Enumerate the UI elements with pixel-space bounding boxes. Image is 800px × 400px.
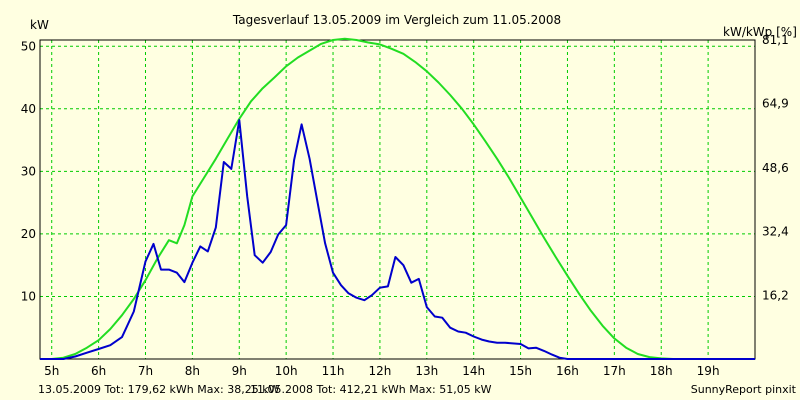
y-left-tick-label-0: 10 xyxy=(21,289,36,303)
x-tick-label-7: 12h xyxy=(368,364,391,378)
x-tick-label-4: 9h xyxy=(232,364,247,378)
y-right-tick-label-3: 64,9 xyxy=(762,97,789,111)
x-tick-label-10: 15h xyxy=(509,364,532,378)
x-tick-label-2: 7h xyxy=(138,364,153,378)
y-right-tick-label-2: 48,6 xyxy=(762,161,789,175)
y-left-tick-label-3: 40 xyxy=(21,102,36,116)
x-tick-label-0: 5h xyxy=(44,364,59,378)
legend-entry-2008: 11.05.2008 Tot: 412,21 kWh Max: 51,05 kW xyxy=(250,383,492,396)
x-tick-label-3: 8h xyxy=(185,364,200,378)
legend-entry-2009: 13.05.2009 Tot: 179,62 kWh Max: 38,25 kW xyxy=(38,383,280,396)
x-tick-label-9: 14h xyxy=(462,364,485,378)
y-right-tick-label-0: 16,2 xyxy=(762,288,789,302)
y-left-tick-label-4: 50 xyxy=(21,39,36,53)
footer-note: SunnyReport pinxit xyxy=(691,383,797,396)
plot-area xyxy=(40,40,755,359)
x-tick-label-5: 10h xyxy=(275,364,298,378)
y-axis-left-label: kW xyxy=(30,18,49,32)
chart-title: Tagesverlauf 13.05.2009 im Vergleich zum… xyxy=(232,13,561,27)
series-line-2009 xyxy=(40,119,755,360)
x-tick-label-12: 17h xyxy=(603,364,626,378)
x-tick-label-8: 13h xyxy=(415,364,438,378)
y-right-tick-label-4: 81,1 xyxy=(762,33,789,47)
x-tick-label-11: 16h xyxy=(556,364,579,378)
series-line-2008 xyxy=(40,37,755,360)
x-tick-label-6: 11h xyxy=(322,364,345,378)
plot-frame xyxy=(39,39,756,360)
x-tick-label-13: 18h xyxy=(650,364,673,378)
y-right-tick-label-1: 32,4 xyxy=(762,225,789,239)
y-left-tick-label-2: 30 xyxy=(21,164,36,178)
x-tick-label-1: 6h xyxy=(91,364,106,378)
y-left-tick-label-1: 20 xyxy=(21,227,36,241)
y-axis-right-label: kW/kWp [%] xyxy=(723,25,797,39)
x-tick-label-14: 19h xyxy=(697,364,720,378)
